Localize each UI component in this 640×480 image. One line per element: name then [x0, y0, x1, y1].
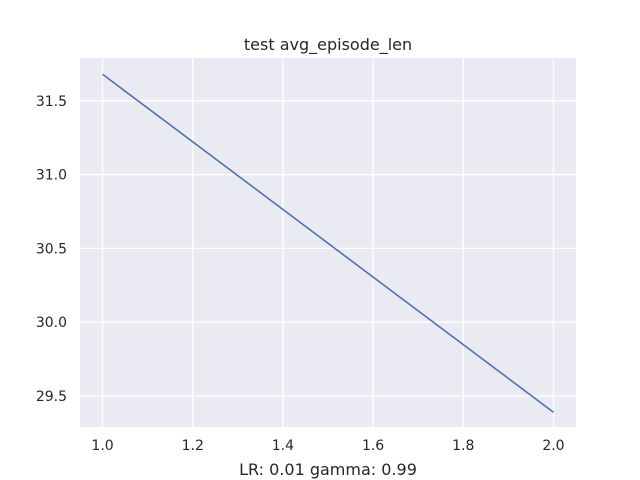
- x-axis-label: LR: 0.01 gamma: 0.99: [239, 460, 417, 479]
- x-tick-label: 2.0: [542, 438, 564, 454]
- x-tick-label: 1.6: [362, 438, 384, 454]
- y-tick-label: 31.5: [36, 94, 67, 110]
- x-axis-ticks: 1.0 1.2 1.4 1.6 1.8 2.0: [91, 438, 564, 454]
- series-line: [102, 73, 554, 413]
- grid: [80, 58, 576, 427]
- y-axis-ticks: 29.5 30.0 30.5 31.0 31.5: [36, 94, 67, 405]
- x-tick-label: 1.0: [91, 438, 113, 454]
- series-layer: [102, 73, 554, 413]
- y-tick-label: 30.0: [36, 315, 67, 331]
- y-tick-label: 31.0: [36, 168, 67, 184]
- x-tick-label: 1.8: [452, 438, 474, 454]
- chart-title: test avg_episode_len: [244, 35, 412, 55]
- y-tick-label: 30.5: [36, 241, 67, 257]
- y-tick-label: 29.5: [36, 389, 67, 405]
- x-tick-label: 1.2: [182, 438, 204, 454]
- x-tick-label: 1.4: [272, 438, 294, 454]
